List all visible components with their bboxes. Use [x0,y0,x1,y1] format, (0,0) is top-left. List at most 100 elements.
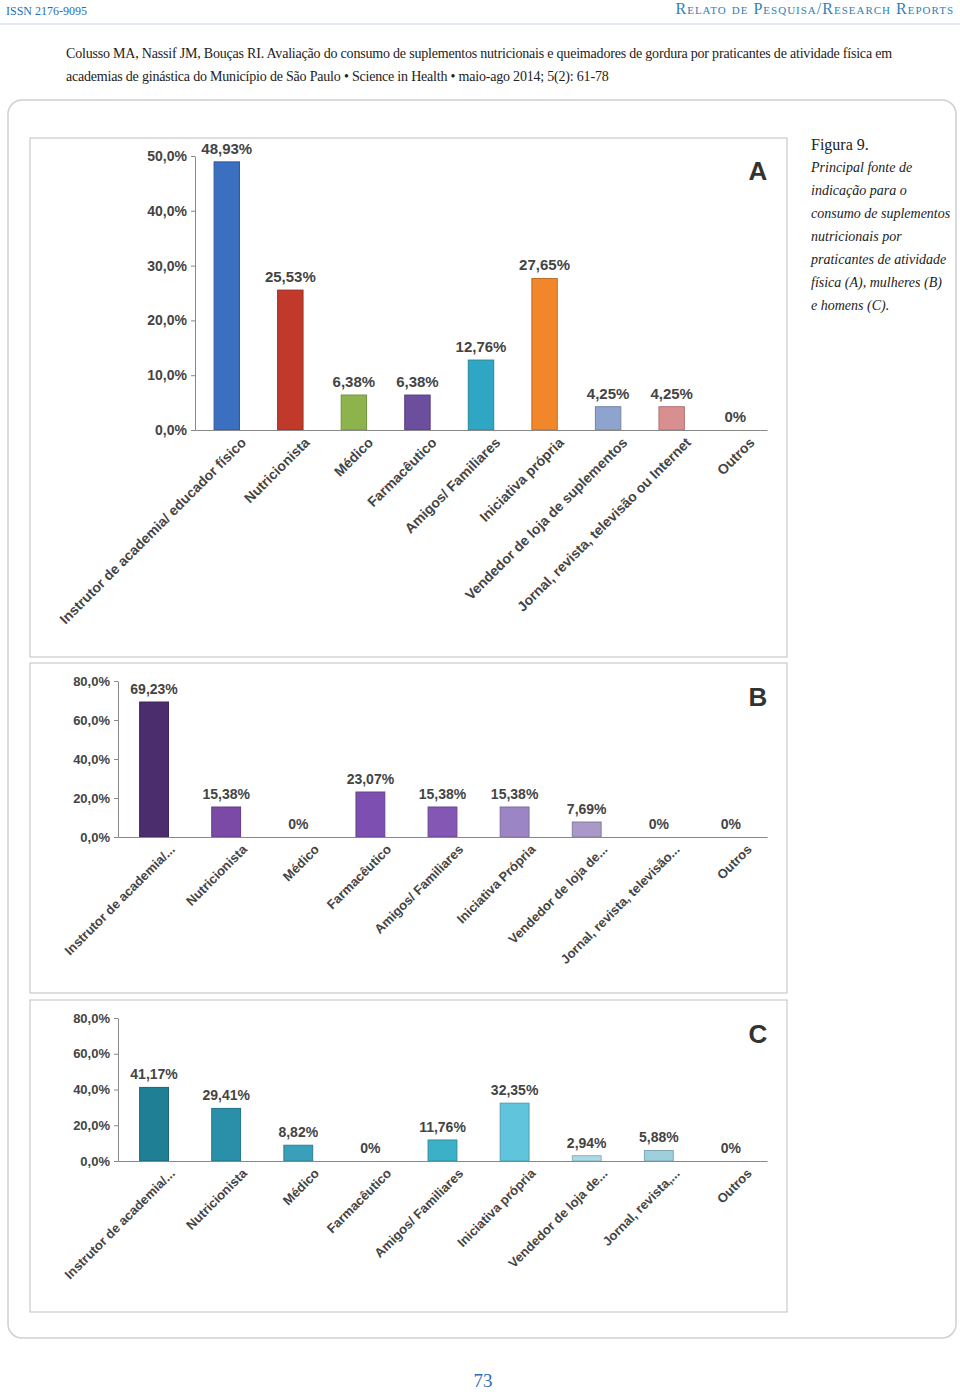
y-tick-mark [114,1125,118,1126]
y-tick: 40,0% [147,203,195,219]
x-tick-label: Jornal, revista,... [599,1166,682,1249]
bar [595,407,620,430]
data-label: 6,38% [333,373,376,390]
data-label: 15,38% [202,786,250,802]
bar [468,360,493,430]
data-label: 0% [288,816,309,832]
panel-title: B [749,682,768,712]
data-label: 41,17% [130,1066,178,1082]
y-tick-label: 0,0% [80,1154,110,1169]
bar [214,162,239,430]
y-tick: 0,0% [80,1154,118,1169]
y-tick-mark [114,798,118,799]
y-tick-label: 30,0% [147,258,187,274]
chart: 0,0%10,0%20,0%30,0%40,0%50,0%Instrutor d… [30,138,787,657]
x-tick: Amigos/ Familiares [371,1161,466,1261]
x-tick-label: Nutricionista [241,434,313,506]
bar [572,822,601,837]
y-tick-mark [114,1161,118,1162]
caption-label: Figura 9. [811,133,951,156]
bar [356,1161,385,1162]
bar [140,702,169,837]
x-tick-label: Instrutor de academia/... [61,842,177,958]
x-tick: Jornal, revista, televisão... [558,837,683,967]
data-labels: 69,23%15,38%0%23,07%15,38%15,38%7,69%0%0… [130,681,741,832]
issn: ISSN 2176-9095 [6,4,87,19]
bar [644,1150,673,1161]
bar [659,407,684,430]
data-label: 0% [721,1140,742,1156]
y-tick-label: 0,0% [155,422,187,438]
data-label: 0% [724,408,746,425]
data-label: 8,82% [278,1124,318,1140]
x-tick: Nutricionista [183,1161,250,1233]
y-tick: 10,0% [147,367,195,383]
bar [500,807,529,837]
x-tick-label: Jornal, revista, televisão ou Internet [514,434,694,614]
section-title: Relato de Pesquisa/Research Reports [675,0,954,18]
x-tick-label: Farmacêutico [324,842,394,912]
bar [341,395,366,430]
bar [212,807,241,837]
x-tick-label: Jornal, revista, televisão... [558,842,683,967]
data-label: 0% [360,1140,381,1156]
data-label: 15,38% [491,786,539,802]
bar [278,290,303,430]
bar [428,807,457,837]
y-tick-label: 60,0% [73,713,110,728]
y-tick-mark [114,1054,118,1055]
page-frame [8,100,956,1338]
x-tick: Farmacêutico [324,1161,394,1236]
data-label: 32,35% [491,1082,539,1098]
header-rule [0,24,960,25]
y-tick: 30,0% [147,258,195,274]
y-tick: 40,0% [73,752,118,767]
y-tick-mark [114,681,118,682]
y-tick-label: 80,0% [73,1011,110,1026]
x-tick: Outros [714,430,758,478]
bar [140,1087,169,1161]
x-tick-label: Amigos/ Familiares [371,842,466,937]
bar [717,837,746,838]
y-tick-label: 20,0% [73,1118,110,1133]
y-axis-line [118,682,119,838]
x-tick: Iniciativa Própria [454,837,539,926]
data-labels: 41,17%29,41%8,82%0%11,76%32,35%2,94%5,88… [130,1066,741,1156]
y-tick-mark [191,375,195,376]
citation: Colusso MA, Nassif JM, Bouças RI. Avalia… [66,42,951,88]
x-tick: Outros [714,837,755,882]
y-tick: 20,0% [147,312,195,328]
y-tick-mark [191,430,195,431]
data-label: 4,25% [587,385,630,402]
x-axis-line [119,837,768,838]
x-tick-label: Nutricionista [183,841,250,908]
x-tick-label: Outros [714,842,755,883]
data-label: 48,93% [201,140,252,157]
chart: 0,0%20,0%40,0%60,0%80,0%Instrutor de aca… [30,663,787,993]
y-tick-mark [191,156,195,157]
y-tick-label: 20,0% [73,791,110,806]
y-tick-label: 10,0% [147,367,187,383]
y-axis: 0,0%10,0%20,0%30,0%40,0%50,0% [147,148,195,438]
data-label: 12,76% [456,338,507,355]
x-tick: Médico [280,1161,322,1208]
y-axis: 0,0%20,0%40,0%60,0%80,0% [73,674,118,845]
panel-title: C [749,1019,768,1049]
x-axis-line [196,430,768,431]
y-tick: 60,0% [73,713,118,728]
bars [140,1087,674,1161]
x-tick: Amigos/ Familiares [371,837,466,937]
x-tick: Instrutor de academia/... [61,1161,177,1282]
bar [428,1140,457,1161]
chart: 0,0%20,0%40,0%60,0%80,0%Instrutor de aca… [30,1000,787,1312]
chart-frame [30,138,787,657]
y-tick: 0,0% [155,422,195,438]
y-tick-label: 0,0% [80,830,110,845]
x-tick-label: Médico [331,434,376,479]
data-label: 23,07% [347,771,395,787]
x-tick: Nutricionista [183,837,250,909]
page-number: 73 [463,1370,503,1392]
x-tick-label: Instrutor de academia/ educador físico [56,434,249,627]
data-label: 27,65% [519,256,570,273]
x-tick: Outros [714,1161,755,1206]
